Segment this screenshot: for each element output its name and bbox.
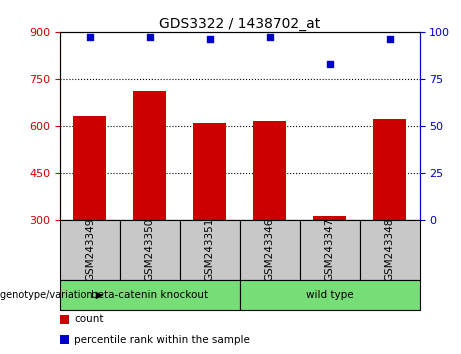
Point [146, 35, 154, 40]
Text: beta-catenin knockout: beta-catenin knockout [91, 290, 208, 300]
Text: GSM243347: GSM243347 [325, 218, 335, 281]
Bar [133, 91, 166, 219]
Text: GSM243348: GSM243348 [384, 218, 395, 281]
Bar [73, 116, 106, 219]
Bar [240, 280, 420, 310]
Title: GDS3322 / 1438702_at: GDS3322 / 1438702_at [159, 17, 320, 31]
Bar [300, 219, 360, 280]
Point [386, 36, 393, 42]
Bar [373, 119, 406, 219]
Text: count: count [74, 314, 104, 324]
Bar [360, 219, 420, 280]
Point [266, 35, 273, 40]
Bar [180, 219, 240, 280]
Text: GSM243351: GSM243351 [205, 218, 215, 281]
Point [206, 36, 213, 42]
Text: GSM243346: GSM243346 [265, 218, 275, 281]
Bar [253, 121, 286, 219]
Bar [120, 219, 180, 280]
Bar [193, 122, 226, 219]
Point [326, 61, 333, 67]
Text: GSM243349: GSM243349 [85, 218, 95, 281]
Bar [60, 219, 120, 280]
Bar [60, 335, 69, 344]
Bar [60, 280, 240, 310]
Point [86, 35, 94, 40]
Bar [313, 216, 346, 219]
Text: genotype/variation ▶: genotype/variation ▶ [0, 290, 103, 300]
Text: wild type: wild type [306, 290, 354, 300]
Text: percentile rank within the sample: percentile rank within the sample [74, 335, 250, 344]
Bar [60, 315, 69, 324]
Text: GSM243350: GSM243350 [145, 218, 155, 281]
Bar [240, 219, 300, 280]
